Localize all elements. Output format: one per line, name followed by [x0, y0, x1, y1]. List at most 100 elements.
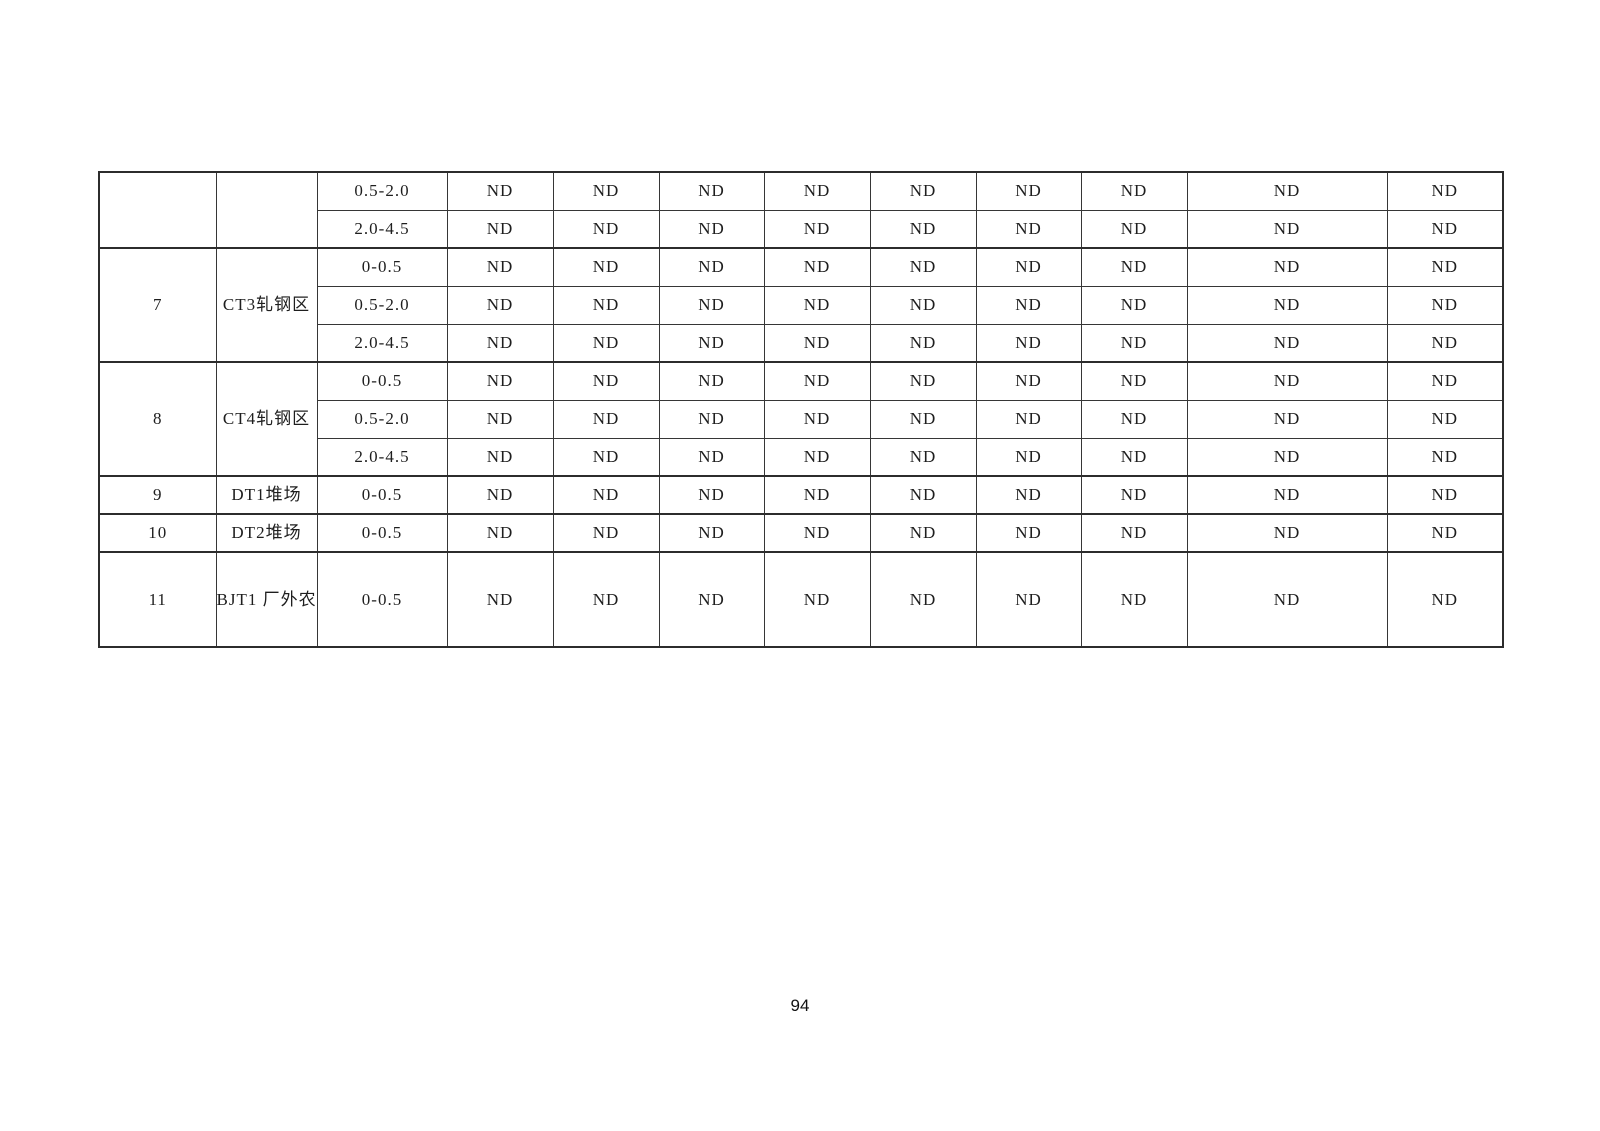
- table-row: 2.0-4.5 ND ND ND ND ND ND ND ND ND: [99, 323, 1504, 363]
- depth-cell: 0.5-2.0: [316, 171, 448, 211]
- nd-value-cell: ND: [869, 285, 977, 325]
- nd-value-cell: ND: [763, 551, 871, 648]
- nd-value-cell: ND: [552, 437, 660, 477]
- site-name-cell: DT1堆场: [215, 475, 318, 515]
- nd-value-cell: ND: [446, 285, 554, 325]
- nd-value-cell: ND: [975, 399, 1082, 439]
- row-index-cell: 8: [98, 361, 217, 477]
- nd-value-cell: ND: [763, 399, 871, 439]
- nd-value-cell: ND: [446, 247, 554, 287]
- nd-value-cell: ND: [869, 171, 977, 211]
- nd-value-cell: ND: [658, 285, 765, 325]
- nd-value-cell: ND: [1386, 247, 1504, 287]
- nd-value-cell: ND: [1080, 171, 1188, 211]
- table-row: 8 CT4轧钢区 0-0.5 ND ND ND ND ND ND ND ND N…: [98, 361, 1504, 477]
- nd-value-cell: ND: [446, 437, 554, 477]
- depth-cell: 0-0.5: [316, 551, 448, 648]
- nd-value-cell: ND: [1080, 475, 1188, 515]
- soil-results-table: 0.5-2.0 ND ND ND ND ND ND ND ND ND 2.0-4…: [98, 171, 1504, 648]
- depth-cell: 2.0-4.5: [316, 323, 448, 363]
- nd-value-cell: ND: [1386, 513, 1504, 553]
- depth-cell: 0.5-2.0: [316, 285, 448, 325]
- nd-value-cell: ND: [763, 323, 871, 363]
- nd-value-cell: ND: [1080, 247, 1188, 287]
- nd-value-cell: ND: [446, 399, 554, 439]
- nd-value-cell: ND: [1080, 551, 1188, 648]
- site-name-cell: CT3轧钢区: [215, 247, 318, 363]
- nd-value-cell: ND: [975, 323, 1082, 363]
- nd-value-cell: ND: [658, 323, 765, 363]
- nd-value-cell: ND: [658, 475, 765, 515]
- nd-value-cell: ND: [869, 475, 977, 515]
- table-row: 7 CT3轧钢区 0-0.5 ND ND ND ND ND ND ND ND N…: [98, 247, 1504, 363]
- table-row: 0.5-2.0 ND ND ND ND ND ND ND ND ND: [99, 399, 1504, 439]
- nd-value-cell: ND: [975, 171, 1082, 211]
- nd-value-cell: ND: [869, 437, 977, 477]
- table-row: 0.5-2.0 ND ND ND ND ND ND ND ND ND: [98, 171, 1504, 249]
- nd-value-cell: ND: [763, 209, 871, 249]
- nd-value-cell: ND: [975, 551, 1082, 648]
- nd-value-cell: ND: [446, 551, 554, 648]
- nd-value-cell: ND: [552, 551, 660, 648]
- nd-value-cell: ND: [552, 285, 660, 325]
- row-index-cell: [98, 171, 217, 249]
- nd-value-cell: ND: [1080, 437, 1188, 477]
- nd-value-cell: ND: [975, 475, 1082, 515]
- depth-cell: 0.5-2.0: [316, 399, 448, 439]
- nd-value-cell: ND: [1186, 171, 1388, 211]
- nd-value-cell: ND: [552, 247, 660, 287]
- nd-value-cell: ND: [763, 513, 871, 553]
- nd-value-cell: ND: [1186, 513, 1388, 553]
- nd-value-cell: ND: [869, 323, 977, 363]
- nd-value-cell: ND: [552, 209, 660, 249]
- nd-value-cell: ND: [1186, 399, 1388, 439]
- table-row: 10 DT2堆场 0-0.5 ND ND ND ND ND ND ND ND N…: [98, 513, 1504, 553]
- nd-value-cell: ND: [1386, 399, 1504, 439]
- nd-value-cell: ND: [446, 361, 554, 401]
- nd-value-cell: ND: [658, 247, 765, 287]
- depth-cell: 2.0-4.5: [316, 209, 448, 249]
- site-name-cell: [215, 171, 318, 249]
- nd-value-cell: ND: [1386, 209, 1504, 249]
- page-number: 94: [790, 996, 810, 1015]
- nd-value-cell: ND: [1186, 209, 1388, 249]
- table-row: 11 BJT1 厂外农田 0-0.5 ND ND ND ND ND ND ND …: [98, 551, 1504, 648]
- nd-value-cell: ND: [1080, 323, 1188, 363]
- nd-value-cell: ND: [446, 209, 554, 249]
- nd-value-cell: ND: [1080, 399, 1188, 439]
- row-index-cell: 7: [98, 247, 217, 363]
- nd-value-cell: ND: [446, 171, 554, 211]
- nd-value-cell: ND: [869, 247, 977, 287]
- nd-value-cell: ND: [975, 247, 1082, 287]
- site-name-cell: BJT1 厂外农田: [215, 551, 318, 648]
- nd-value-cell: ND: [1386, 475, 1504, 515]
- nd-value-cell: ND: [446, 475, 554, 515]
- nd-value-cell: ND: [763, 361, 871, 401]
- nd-value-cell: ND: [975, 437, 1082, 477]
- row-index-cell: 11: [98, 551, 217, 648]
- nd-value-cell: ND: [1386, 323, 1504, 363]
- depth-cell: 0-0.5: [316, 513, 448, 553]
- table-row: 9 DT1堆场 0-0.5 ND ND ND ND ND ND ND ND ND: [98, 475, 1504, 515]
- nd-value-cell: ND: [552, 361, 660, 401]
- nd-value-cell: ND: [658, 361, 765, 401]
- nd-value-cell: ND: [1186, 323, 1388, 363]
- nd-value-cell: ND: [1080, 209, 1188, 249]
- nd-value-cell: ND: [658, 513, 765, 553]
- nd-value-cell: ND: [975, 513, 1082, 553]
- nd-value-cell: ND: [1186, 247, 1388, 287]
- nd-value-cell: ND: [446, 323, 554, 363]
- nd-value-cell: ND: [552, 171, 660, 211]
- site-name-cell: CT4轧钢区: [215, 361, 318, 477]
- nd-value-cell: ND: [1080, 513, 1188, 553]
- nd-value-cell: ND: [763, 437, 871, 477]
- nd-value-cell: ND: [658, 171, 765, 211]
- nd-value-cell: ND: [552, 513, 660, 553]
- depth-cell: 0-0.5: [316, 475, 448, 515]
- row-index-cell: 10: [98, 513, 217, 553]
- nd-value-cell: ND: [1386, 285, 1504, 325]
- depth-cell: 0-0.5: [316, 247, 448, 287]
- nd-value-cell: ND: [975, 209, 1082, 249]
- nd-value-cell: ND: [869, 399, 977, 439]
- table-row: 0.5-2.0 ND ND ND ND ND ND ND ND ND: [99, 285, 1504, 325]
